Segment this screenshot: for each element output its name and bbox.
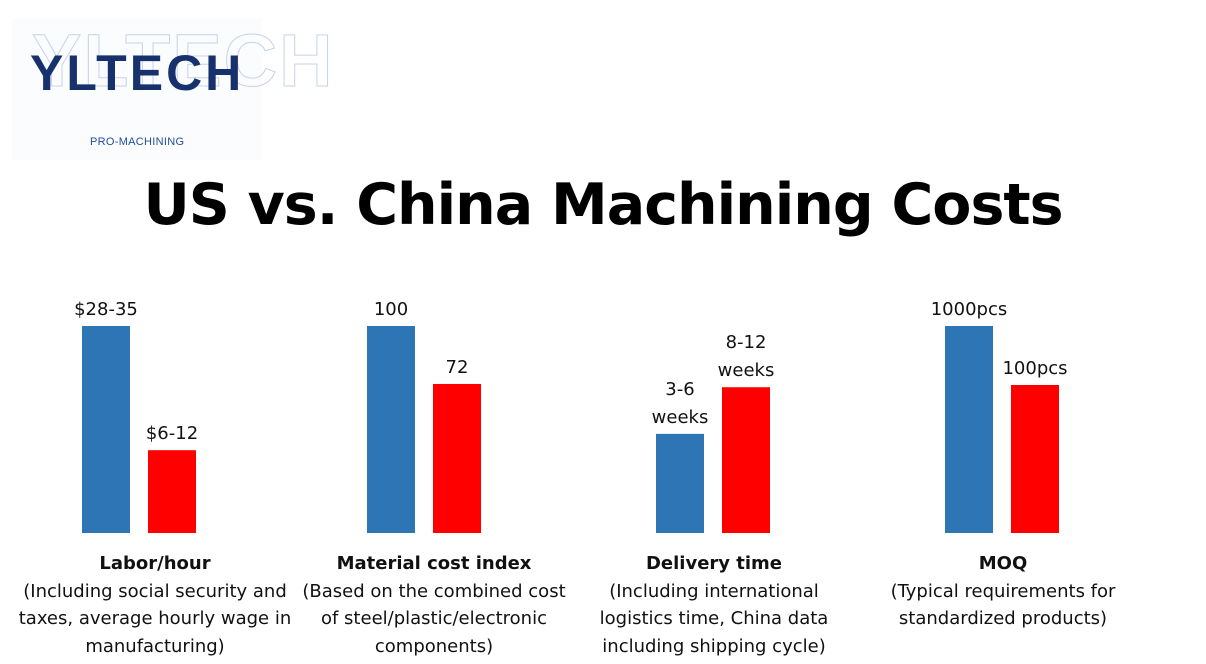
category-note-line: (Including international bbox=[609, 580, 819, 602]
bar-china-2 bbox=[433, 383, 481, 533]
bar-us-1 bbox=[82, 326, 130, 533]
company-logo: YLTECH YLTECH PRO-MACHINING bbox=[12, 18, 333, 160]
category-title: Delivery time bbox=[645, 553, 783, 574]
category-note-line: (Based on the combined cost bbox=[302, 580, 566, 602]
bar-us-2 bbox=[367, 326, 415, 533]
group-caption: MOQ (Typical requirements for standardized… bbox=[853, 550, 1153, 633]
data-label: 1000pcs bbox=[931, 299, 1008, 320]
data-label: 8-12 bbox=[726, 332, 767, 353]
bar-china-3 bbox=[722, 387, 770, 533]
group-caption: Delivery time (Including international log… bbox=[564, 550, 864, 660]
bar-us-3 bbox=[656, 433, 704, 533]
category-note-line: including shipping cycle) bbox=[602, 635, 826, 657]
category-note-line: of steel/plastic/electronic bbox=[320, 608, 547, 629]
logo-brand-text: YLTECH bbox=[30, 45, 245, 101]
category-title: MOQ bbox=[978, 553, 1028, 574]
data-label: 100pcs bbox=[1002, 358, 1067, 379]
category-title: Material cost index bbox=[336, 553, 532, 574]
category-note-line: (Typical requirements for bbox=[890, 580, 1116, 602]
bar-china-4 bbox=[1011, 384, 1059, 533]
group-caption: Labor/hour (Including social security and… bbox=[5, 550, 305, 660]
category-note-line: logistics time, China data bbox=[599, 608, 829, 629]
bar-us-4 bbox=[945, 326, 993, 533]
category-title: Labor/hour bbox=[99, 553, 211, 574]
data-label: weeks bbox=[718, 360, 775, 381]
category-note-line: components) bbox=[374, 635, 494, 657]
data-label: weeks bbox=[652, 407, 709, 428]
data-label: $6-12 bbox=[146, 423, 198, 444]
group-caption: Material cost index (Based on the combine… bbox=[284, 550, 584, 660]
logo-outline-text: YLTECH bbox=[32, 19, 335, 102]
category-note-line: standardized products) bbox=[898, 608, 1108, 629]
logo-tagline: PRO-MACHINING bbox=[90, 136, 185, 148]
category-note-line: manufacturing) bbox=[85, 635, 225, 657]
category-note-line: (Including social security and bbox=[23, 580, 287, 602]
data-label: 3-6 bbox=[665, 379, 694, 400]
data-label: $28-35 bbox=[74, 299, 138, 320]
bar-china-1 bbox=[148, 450, 196, 533]
category-note-line: taxes, average hourly wage in bbox=[18, 608, 292, 629]
page-title: US vs. China Machining Costs bbox=[143, 172, 1063, 238]
data-label: 100 bbox=[374, 299, 408, 320]
data-label: 72 bbox=[446, 357, 469, 378]
